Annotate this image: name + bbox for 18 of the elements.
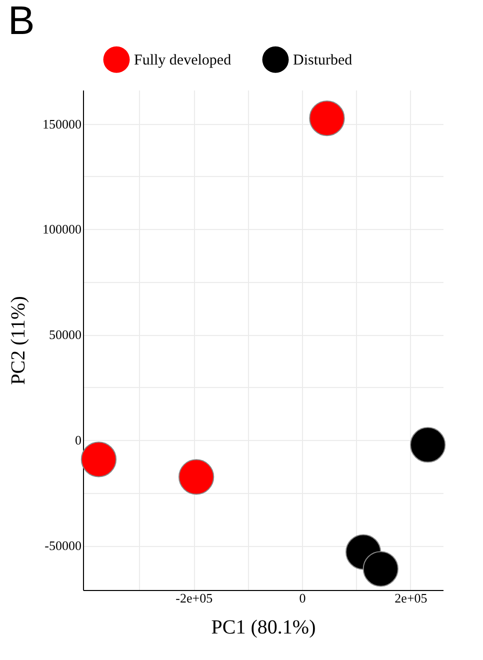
y-tick-label: 50000 bbox=[49, 327, 82, 342]
x-tick-label: -2e+05 bbox=[176, 590, 213, 606]
legend-label: Fully developed bbox=[134, 52, 232, 69]
point bbox=[410, 427, 446, 463]
y-tick-label: 150000 bbox=[42, 116, 82, 132]
point bbox=[309, 100, 345, 136]
legend-label: Disturbed bbox=[293, 52, 353, 69]
point bbox=[178, 459, 214, 495]
x-axis-title: PC1 (80.1%) bbox=[211, 616, 316, 638]
y-tick-label: 0 bbox=[75, 432, 82, 448]
y-tick-label: -50000 bbox=[44, 538, 82, 554]
point bbox=[362, 551, 398, 587]
x-tick-label: 2e+05 bbox=[394, 590, 428, 606]
x-tick-label: 0 bbox=[299, 590, 306, 606]
y-tick-label: 100000 bbox=[42, 222, 82, 237]
text: B bbox=[8, 0, 35, 43]
y-axis-title: PC2 (11%) bbox=[8, 296, 30, 385]
point bbox=[80, 442, 117, 478]
